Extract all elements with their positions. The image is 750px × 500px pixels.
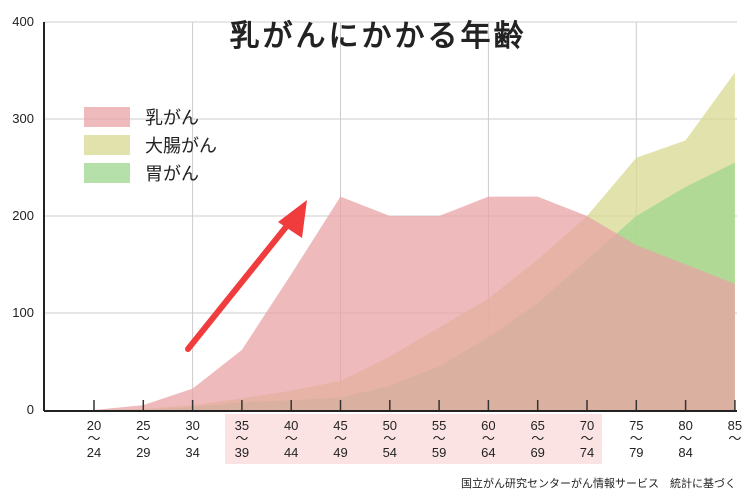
- series-areas: [94, 72, 735, 410]
- x-tick-label: 〜: [482, 431, 495, 446]
- highlight-band: [225, 414, 602, 464]
- x-ticks: 20〜2425〜2930〜3435〜3940〜4445〜4950〜5455〜59…: [87, 400, 742, 460]
- x-tick-label: 〜: [186, 431, 199, 446]
- x-tick-label: 〜: [531, 431, 544, 446]
- x-tick-label: 〜: [630, 431, 643, 446]
- x-tick-label: 80: [678, 418, 692, 433]
- x-tick-label: 29: [136, 445, 150, 460]
- legend-label: 乳がん: [145, 108, 199, 129]
- x-tick-label: 75: [629, 418, 643, 433]
- y-ticks: 0 100 200 300 400: [12, 14, 34, 417]
- legend-label: 大腸がん: [145, 136, 217, 157]
- x-tick-label: 39: [235, 445, 249, 460]
- y-tick-label: 100: [12, 305, 34, 320]
- up-arrow-icon: [185, 200, 307, 352]
- x-tick-label: 40: [284, 418, 298, 433]
- y-tick-label: 400: [12, 14, 34, 29]
- x-tick-label: 35: [235, 418, 249, 433]
- x-tick-label: 84: [678, 445, 692, 460]
- x-tick-label: 74: [580, 445, 594, 460]
- x-tick-label: 49: [333, 445, 347, 460]
- x-tick-label: 〜: [334, 431, 347, 446]
- x-tick-label: 20: [87, 418, 101, 433]
- x-tick-label: 44: [284, 445, 298, 460]
- legend-swatch: [84, 135, 130, 155]
- x-tick-label: 〜: [679, 431, 692, 446]
- x-tick-label: 〜: [285, 431, 298, 446]
- x-tick-label: 30: [185, 418, 199, 433]
- x-tick-label: 65: [530, 418, 544, 433]
- y-tick-label: 300: [12, 111, 34, 126]
- chart-title: 乳がんにかかる年齢: [230, 19, 527, 54]
- x-tick-label: 64: [481, 445, 495, 460]
- x-tick-label: 79: [629, 445, 643, 460]
- x-tick-label: 〜: [728, 431, 741, 446]
- x-tick-label: 〜: [433, 431, 446, 446]
- x-tick-label: 59: [432, 445, 446, 460]
- x-tick-label: 〜: [383, 431, 396, 446]
- y-tick-label: 200: [12, 208, 34, 223]
- x-tick-label: 45: [333, 418, 347, 433]
- y-tick-label: 0: [27, 402, 34, 417]
- x-tick-label: 〜: [580, 431, 593, 446]
- area-0: [94, 196, 735, 410]
- x-tick-label: 60: [481, 418, 495, 433]
- x-tick-label: 69: [530, 445, 544, 460]
- x-tick-label: 25: [136, 418, 150, 433]
- x-tick-label: 85: [728, 418, 742, 433]
- source-note: 国立がん研究センターがん情報サービス 統計に基づく: [461, 476, 736, 490]
- x-tick-label: 34: [185, 445, 199, 460]
- legend-swatch: [84, 163, 130, 183]
- x-tick-label: 55: [432, 418, 446, 433]
- x-tick-label: 〜: [235, 431, 248, 446]
- legend-label: 胃がん: [145, 164, 199, 185]
- x-tick-label: 〜: [137, 431, 150, 446]
- x-tick-label: 24: [87, 445, 101, 460]
- x-tick-label: 〜: [87, 431, 100, 446]
- x-tick-label: 50: [383, 418, 397, 433]
- x-tick-label: 70: [580, 418, 594, 433]
- legend-swatch: [84, 107, 130, 127]
- x-tick-label: 54: [383, 445, 397, 460]
